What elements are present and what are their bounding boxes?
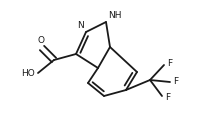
Text: NH: NH xyxy=(108,11,121,20)
Text: O: O xyxy=(37,36,45,45)
Text: HO: HO xyxy=(21,69,35,78)
Text: N: N xyxy=(77,21,84,30)
Text: F: F xyxy=(165,93,170,102)
Text: F: F xyxy=(167,60,172,68)
Text: F: F xyxy=(173,78,178,87)
